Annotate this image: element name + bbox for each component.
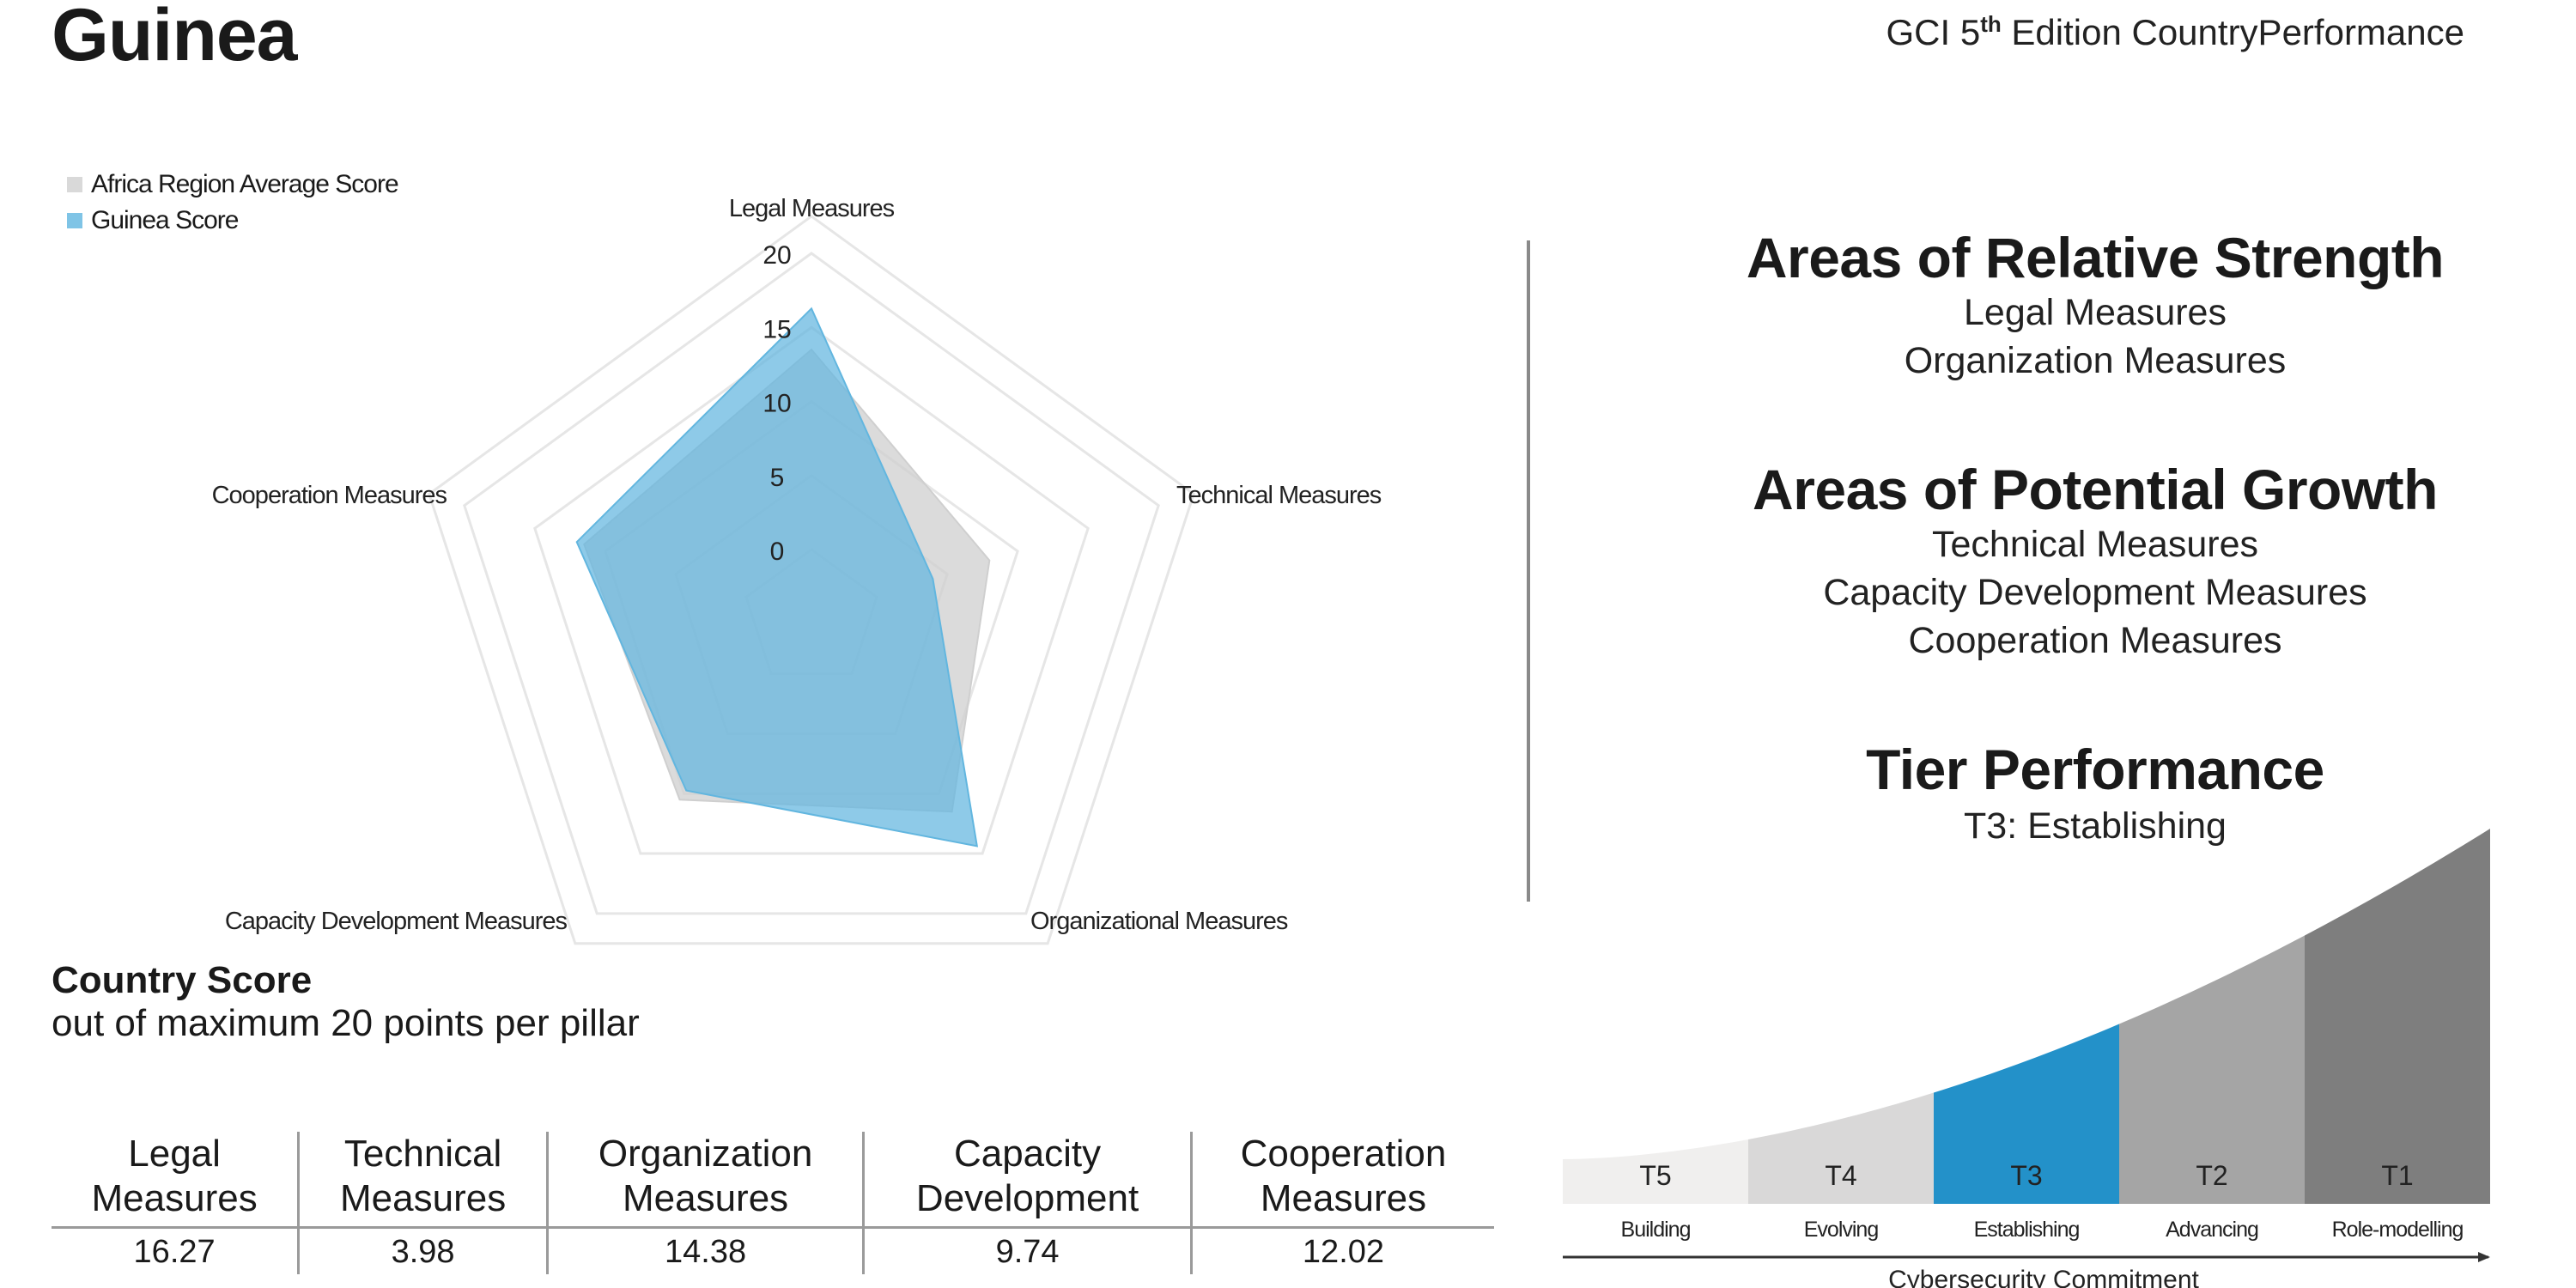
score-header-row: Legal Measures Technical Measures Organiza… [52, 1132, 1494, 1228]
score-value-cooperation: 12.02 [1189, 1226, 1494, 1274]
strength-title: Areas of Relative Strength [1746, 226, 2445, 289]
tier-bar-t3 [1934, 1024, 2119, 1204]
vertical-divider [1527, 240, 1530, 902]
tier-bar-t1 [2305, 829, 2490, 1204]
growth-title: Areas of Potential Growth [1753, 458, 2438, 521]
page-title: Guinea [52, 0, 298, 76]
tier-chart: T5 Building T4 Evolving T3 Establishing T2 Adva… [1563, 829, 2490, 1288]
legend-item-country: Guinea Score [67, 206, 398, 235]
radar-ring [533, 325, 1090, 855]
score-col-legal: Legal Measures [91, 1133, 258, 1219]
strength-section: Areas of Relative Strength Legal Measure… [1563, 225, 2576, 385]
score-title: Country Score [52, 959, 313, 1001]
radar-axis-label: Capacity Development Measures [225, 908, 568, 935]
radar-chart: 0 5 10 15 20 Legal Measures Technical Measure… [212, 195, 1382, 945]
tier-bar-t4 [1748, 1092, 1934, 1204]
tier-name-label: Establishing [1974, 1218, 2080, 1242]
score-table: Legal Measures Technical Measures Organiza… [52, 1132, 1494, 1274]
radar-series-country [575, 307, 979, 848]
growth-item: Capacity Development Measures [1823, 572, 2367, 613]
edition-suffix: Edition CountryPerformance [2001, 12, 2464, 52]
radar-tick-labels: 0 5 10 15 20 [762, 241, 791, 566]
tier-bar-t2 [2119, 935, 2305, 1204]
legend-swatch-average [67, 177, 82, 192]
edition-prefix: GCI 5 [1886, 12, 1981, 52]
growth-list: Technical Measures Capacity Development … [1563, 520, 2576, 665]
tier-value-text: T3: Establishing [1964, 805, 2227, 847]
chart-legend: Africa Region Average Score Guinea Score [67, 170, 399, 235]
tier-title: Tier Performance [1866, 738, 2324, 801]
radar-axis-label: Technical Measures [1176, 482, 1382, 509]
tier-code-label: T4 [1825, 1160, 1856, 1191]
tier-section: Tier Performance T3: Establishing [1563, 737, 2576, 850]
radar-axis-labels: Legal Measures Technical Measures Organiza… [212, 195, 1382, 935]
strength-list: Legal Measures Organization Measures [1563, 289, 2576, 385]
radar-series-group [575, 307, 991, 848]
score-subtitle: out of maximum 20 points per pillar [52, 1002, 640, 1044]
radar-tick-label: 10 [762, 390, 791, 418]
radar-axis-label: Organizational Measures [1030, 908, 1288, 935]
radar-axis-label: Legal Measures [729, 195, 895, 222]
score-col-organization: Organization Measures [545, 1132, 864, 1228]
score-col-capacity: Capacity Development [862, 1132, 1192, 1228]
radar-tick-label: 15 [762, 315, 791, 343]
radar-tick-label: 0 [770, 538, 785, 566]
tier-labels: T5 Building T4 Evolving T3 Establishing T2 Adva… [1563, 1160, 2490, 1288]
score-value-organization: 14.38 [545, 1226, 864, 1274]
tier-value: T3: Establishing [1563, 802, 2576, 850]
tier-name-label: Advancing [2166, 1218, 2258, 1242]
tier-code-label: T1 [2381, 1160, 2413, 1191]
score-value-technical: 3.98 [297, 1226, 548, 1274]
score-col-cooperation: Cooperation Measures [1189, 1132, 1494, 1228]
score-value-capacity: 9.74 [862, 1226, 1192, 1274]
edition-label: GCI 5th Edition CountryPerformance [1886, 12, 2464, 53]
growth-item: Technical Measures [1931, 524, 2258, 565]
radar-tick-label: 5 [770, 464, 785, 492]
radar-tick-label: 20 [762, 241, 791, 270]
legend-item-average: Africa Region Average Score [67, 170, 399, 199]
score-value-row: 16.27 3.98 14.38 9.74 12.02 [52, 1226, 1494, 1274]
tier-name-label: Role-modelling [2332, 1218, 2464, 1242]
tier-bar-t5 [1563, 1139, 1748, 1204]
radar-ring [463, 252, 1160, 915]
radar-ring [428, 215, 1195, 945]
tier-bars [1563, 829, 2490, 1204]
tier-name-label: Evolving [1804, 1218, 1879, 1242]
legend-label-average: Africa Region Average Score [91, 170, 399, 198]
strength-item: Organization Measures [1904, 340, 2287, 381]
tier-name-label: Building [1621, 1218, 1691, 1242]
commitment-axis-label: Cybersecurity Commitment [1888, 1266, 2199, 1288]
tier-code-label: T5 [1639, 1160, 1671, 1191]
score-col-technical: Technical Measures [297, 1132, 548, 1228]
legend-swatch-country [67, 213, 82, 228]
strength-item: Legal Measures [1964, 292, 2227, 333]
radar-axis-label: Cooperation Measures [212, 482, 447, 509]
growth-item: Cooperation Measures [1908, 620, 2282, 661]
edition-superscript: th [1980, 11, 2002, 37]
tier-code-label: T2 [2196, 1160, 2227, 1191]
score-value-legal: 16.27 [52, 1226, 299, 1274]
score-header: Country Score out of maximum 20 points p… [52, 959, 640, 1045]
growth-section: Areas of Potential Growth Technical Meas… [1563, 457, 2576, 665]
legend-label-country: Guinea Score [91, 206, 239, 234]
tier-code-label: T3 [2010, 1160, 2042, 1191]
